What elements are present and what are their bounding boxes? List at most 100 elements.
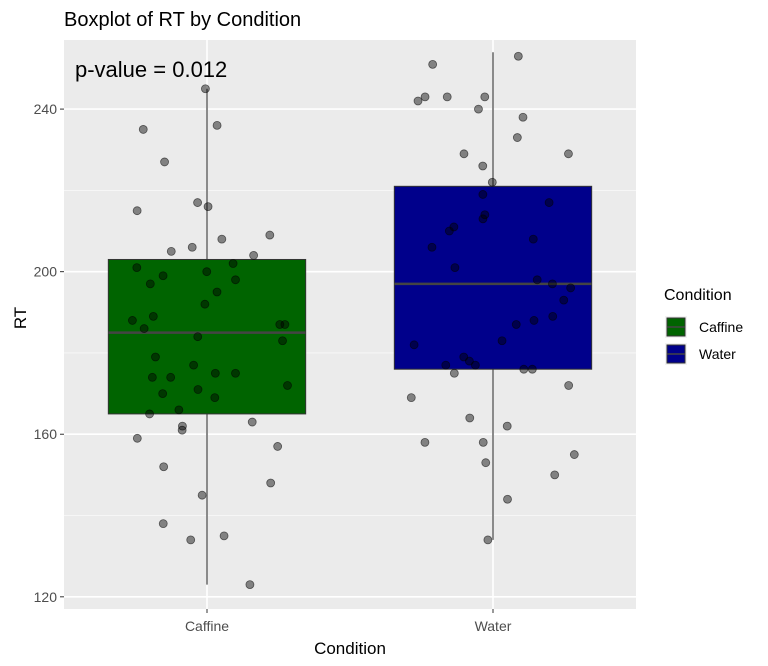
data-point — [420, 92, 430, 102]
data-point — [203, 202, 213, 212]
data-point — [511, 320, 521, 329]
data-point — [177, 425, 187, 435]
data-point — [202, 267, 212, 277]
data-point — [201, 84, 210, 94]
data-point — [566, 283, 576, 293]
data-point — [564, 149, 573, 159]
data-point — [145, 279, 155, 289]
y-tick-label: 200 — [34, 264, 58, 280]
data-point — [265, 230, 275, 240]
data-point — [548, 311, 558, 321]
data-point — [193, 332, 203, 342]
data-point — [231, 368, 240, 378]
data-point — [193, 198, 202, 207]
data-point — [529, 316, 539, 325]
data-point — [200, 299, 210, 309]
data-point — [275, 320, 285, 329]
data-point — [245, 580, 255, 590]
data-point — [138, 125, 148, 134]
y-axis-label: RT — [11, 307, 30, 329]
data-point — [158, 271, 168, 281]
box-caffine — [107, 258, 307, 415]
data-point — [231, 275, 240, 285]
data-point — [420, 437, 430, 447]
data-point — [444, 226, 454, 236]
box-water — [393, 185, 593, 370]
legend-title: Condition — [664, 287, 732, 304]
data-point — [145, 409, 154, 419]
data-point — [450, 263, 460, 273]
data-point — [139, 324, 149, 333]
legend-label: Caffine — [699, 319, 743, 335]
data-point — [481, 458, 491, 468]
data-point — [128, 316, 137, 325]
data-point — [459, 149, 469, 159]
data-point — [406, 393, 416, 403]
data-point — [212, 287, 222, 297]
data-point — [247, 417, 257, 427]
p-value-annotation: p-value = 0.012 — [75, 57, 227, 82]
data-point — [528, 234, 538, 244]
data-point — [158, 519, 168, 529]
data-point — [174, 405, 184, 415]
data-point — [497, 336, 507, 346]
y-tick-label: 160 — [34, 426, 58, 442]
data-point — [550, 470, 560, 480]
data-point — [464, 356, 474, 366]
data-point — [480, 210, 490, 220]
data-point — [210, 393, 220, 403]
data-point — [249, 251, 259, 260]
data-point — [186, 535, 196, 545]
plot-area — [64, 40, 636, 609]
data-point — [483, 535, 493, 545]
data-point — [502, 421, 512, 431]
data-point — [527, 364, 537, 374]
data-point — [478, 437, 488, 447]
data-point — [442, 92, 452, 102]
data-point — [147, 372, 157, 382]
data-point — [189, 360, 199, 370]
data-point — [513, 51, 523, 61]
data-point — [544, 198, 554, 207]
data-point — [564, 381, 574, 390]
data-point — [474, 104, 483, 114]
data-point — [413, 96, 423, 106]
data-point — [151, 352, 160, 362]
x-tick-label: Caffine — [185, 618, 229, 634]
x-tick-label: Water — [475, 618, 512, 634]
data-point — [217, 234, 227, 244]
legend: Condition Caffine Water — [664, 287, 743, 365]
data-point — [193, 385, 203, 394]
data-point — [166, 246, 176, 256]
data-point — [532, 275, 542, 285]
data-point — [158, 389, 168, 398]
data-point — [465, 413, 475, 423]
data-point — [478, 190, 488, 199]
data-point — [197, 490, 207, 500]
data-point — [487, 177, 497, 187]
y-tick-label: 120 — [34, 589, 58, 605]
data-point — [278, 336, 287, 346]
data-point — [441, 360, 451, 370]
chart-title: Boxplot of RT by Condition — [64, 9, 301, 31]
data-point — [273, 442, 283, 451]
data-point — [449, 368, 459, 378]
data-point — [428, 59, 438, 69]
data-point — [480, 92, 490, 102]
data-point — [132, 433, 142, 443]
data-point — [187, 242, 197, 252]
y-tick-label: 240 — [34, 101, 58, 117]
data-point — [266, 478, 276, 488]
x-axis-label: Condition — [314, 639, 386, 658]
legend-label: Water — [699, 346, 736, 362]
data-point — [512, 133, 522, 142]
data-point — [132, 263, 142, 273]
data-point — [280, 320, 290, 329]
data-point — [478, 161, 488, 171]
data-point — [160, 157, 169, 167]
data-point — [503, 494, 512, 504]
data-point — [283, 381, 292, 390]
data-point — [518, 112, 528, 122]
data-point — [219, 531, 229, 541]
